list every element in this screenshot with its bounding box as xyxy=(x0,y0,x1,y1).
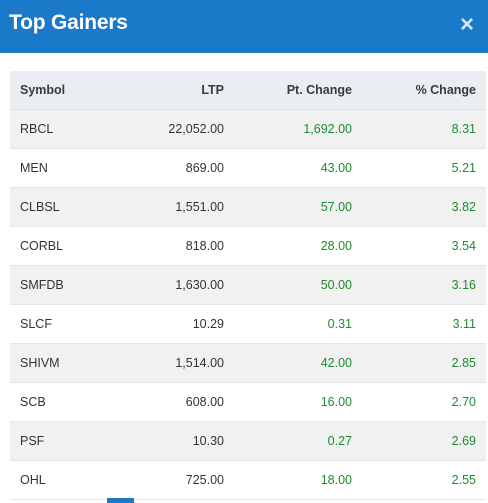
ltp-cell: 725.00 xyxy=(140,460,224,500)
pct-change-cell: 3.54 xyxy=(352,226,486,266)
modal-title: Top Gainers xyxy=(9,11,128,34)
pct-change-cell: 2.70 xyxy=(352,382,486,422)
table-row[interactable]: CLBSL 1,551.00 57.00 3.82 xyxy=(10,187,486,227)
modal-header: Top Gainers × xyxy=(0,0,488,53)
pct-change-cell: 3.16 xyxy=(352,265,486,305)
pt-change-cell: 28.00 xyxy=(224,226,352,266)
table-row[interactable]: OHL 725.00 18.00 2.55 xyxy=(10,460,486,500)
pct-change-cell: 2.69 xyxy=(352,421,486,461)
table-row[interactable]: SLCF 10.29 0.31 3.11 xyxy=(10,304,486,344)
table-row[interactable]: SCB 608.00 16.00 2.70 xyxy=(10,382,486,422)
pt-change-cell: 50.00 xyxy=(224,265,352,305)
symbol-cell: SMFDB xyxy=(10,265,140,305)
pt-change-cell: 18.00 xyxy=(224,460,352,500)
ltp-cell: 1,514.00 xyxy=(140,343,224,383)
pct-change-cell: 3.11 xyxy=(352,304,486,344)
pct-change-cell: 5.21 xyxy=(352,148,486,188)
symbol-cell: CLBSL xyxy=(10,187,140,227)
table-row[interactable]: CORBL 818.00 28.00 3.54 xyxy=(10,226,486,266)
ltp-cell: 869.00 xyxy=(140,148,224,188)
symbol-cell: RBCL xyxy=(10,109,140,149)
symbol-cell: SHIVM xyxy=(10,343,140,383)
top-gainers-table: Symbol LTP Pt. Change % Change RBCL 22,0… xyxy=(10,71,486,500)
table-row[interactable]: RBCL 22,052.00 1,692.00 8.31 xyxy=(10,109,486,149)
symbol-cell: OHL xyxy=(10,460,140,500)
table-row[interactable]: SMFDB 1,630.00 50.00 3.16 xyxy=(10,265,486,305)
ltp-cell: 608.00 xyxy=(140,382,224,422)
pct-change-cell: 3.82 xyxy=(352,187,486,227)
table-row[interactable]: SHIVM 1,514.00 42.00 2.85 xyxy=(10,343,486,383)
symbol-cell: MEN xyxy=(10,148,140,188)
pt-change-cell: 42.00 xyxy=(224,343,352,383)
ltp-cell: 22,052.00 xyxy=(140,109,224,149)
ltp-cell: 1,551.00 xyxy=(140,187,224,227)
top-gainers-table-container: Symbol LTP Pt. Change % Change RBCL 22,0… xyxy=(10,71,486,500)
ltp-cell: 10.30 xyxy=(140,421,224,461)
pt-change-cell: 0.31 xyxy=(224,304,352,344)
pt-change-cell: 1,692.00 xyxy=(224,109,352,149)
pt-change-cell: 43.00 xyxy=(224,148,352,188)
column-header-pct-change[interactable]: % Change xyxy=(352,71,486,110)
table-row[interactable]: PSF 10.30 0.27 2.69 xyxy=(10,421,486,461)
column-header-pt-change[interactable]: Pt. Change xyxy=(224,71,352,110)
pct-change-cell: 2.55 xyxy=(352,460,486,500)
ltp-cell: 10.29 xyxy=(140,304,224,344)
close-icon[interactable]: × xyxy=(459,11,474,38)
pt-change-cell: 16.00 xyxy=(224,382,352,422)
table-header-row: Symbol LTP Pt. Change % Change xyxy=(10,71,486,110)
symbol-cell: PSF xyxy=(10,421,140,461)
symbol-cell: SLCF xyxy=(10,304,140,344)
pct-change-cell: 2.85 xyxy=(352,343,486,383)
table-row[interactable]: MEN 869.00 43.00 5.21 xyxy=(10,148,486,188)
symbol-cell: CORBL xyxy=(10,226,140,266)
pct-change-cell: 8.31 xyxy=(352,109,486,149)
column-header-ltp[interactable]: LTP xyxy=(140,71,224,110)
column-header-symbol[interactable]: Symbol xyxy=(10,71,140,110)
pt-change-cell: 0.27 xyxy=(224,421,352,461)
ltp-cell: 1,630.00 xyxy=(140,265,224,305)
ltp-cell: 818.00 xyxy=(140,226,224,266)
symbol-cell: SCB xyxy=(10,382,140,422)
pagination-indicator[interactable] xyxy=(107,498,134,503)
pt-change-cell: 57.00 xyxy=(224,187,352,227)
